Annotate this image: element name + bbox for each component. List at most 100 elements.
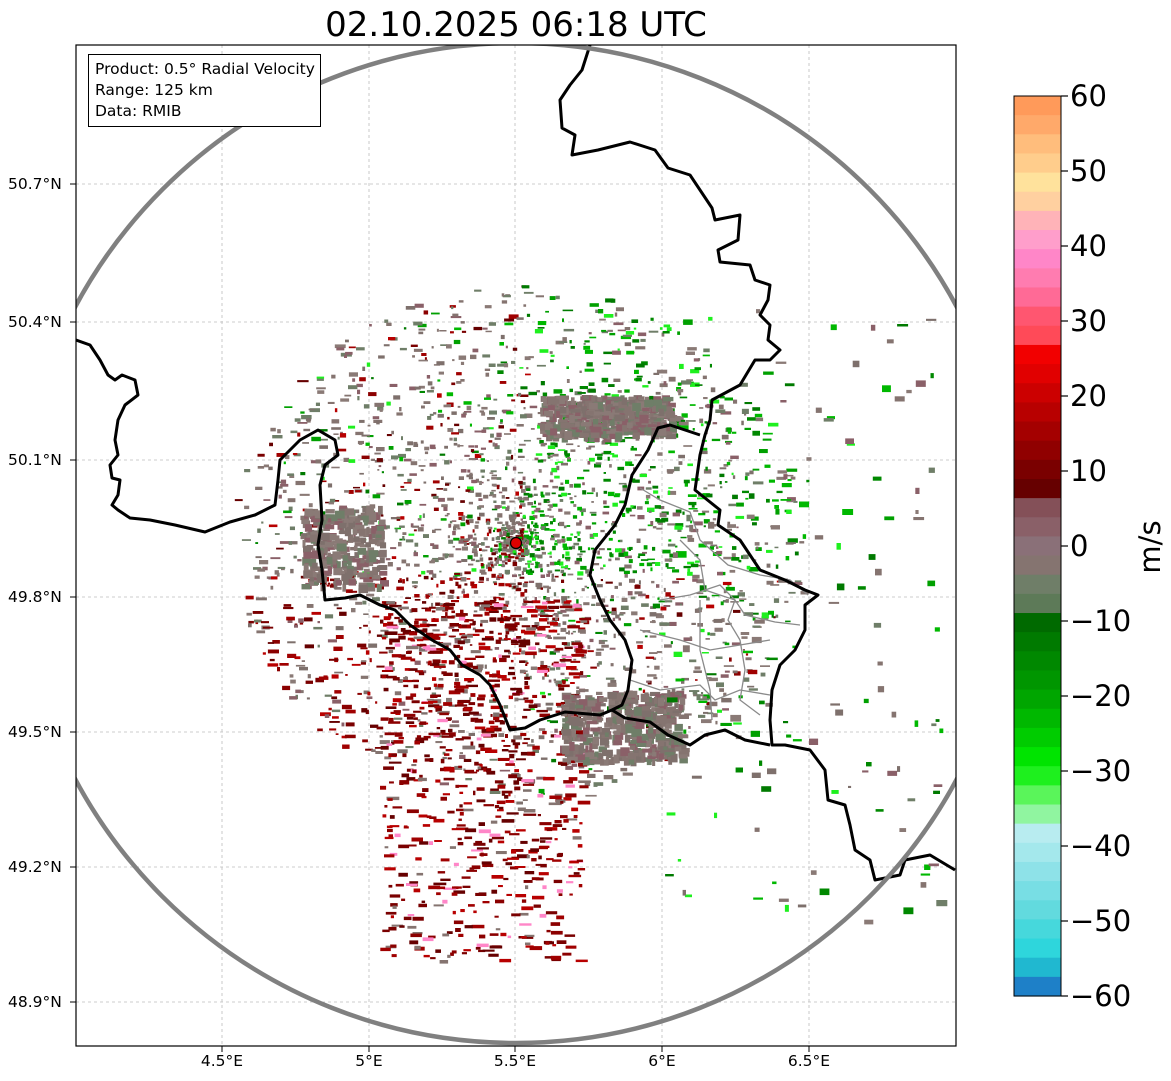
echo-speckle: [475, 521, 480, 524]
echo-speckle: [364, 582, 373, 588]
echo-speckle: [297, 422, 308, 424]
echo-speckle: [569, 860, 579, 864]
echo-speckle: [781, 483, 792, 488]
echo-speckle: [498, 885, 503, 888]
echo-speckle: [480, 619, 489, 623]
echo-speckle: [439, 453, 446, 456]
echo-speckle: [368, 643, 378, 648]
echo-speckle: [461, 590, 465, 594]
echo-speckle: [263, 499, 271, 501]
echo-speckle: [408, 533, 415, 536]
echo-speckle: [485, 372, 490, 377]
echo-speckle: [435, 741, 443, 744]
echo-speckle: [422, 628, 428, 631]
echo-speckle: [415, 670, 423, 673]
echo-speckle: [712, 713, 718, 718]
echo-speckle: [422, 645, 431, 650]
echo-speckle: [403, 327, 407, 330]
echo-speckle: [424, 451, 429, 455]
echo-speckle: [507, 449, 512, 454]
echo-speckle: [666, 706, 676, 713]
echo-speckle: [632, 339, 640, 343]
echo-speckle: [646, 702, 651, 709]
echo-speckle: [552, 485, 558, 489]
echo-speckle: [297, 380, 309, 383]
echo-speckle: [308, 580, 318, 586]
radar-site-marker[interactable]: [509, 536, 523, 550]
echo-speckle: [471, 541, 477, 546]
echo-speckle: [819, 888, 830, 896]
echo-speckle: [413, 321, 423, 326]
echo-speckle: [933, 784, 943, 787]
echo-speckle: [512, 516, 517, 519]
echo-speckle: [447, 404, 452, 407]
echo-speckle: [303, 570, 313, 578]
colorbar-tick-label: 60: [1070, 79, 1107, 113]
echo-speckle: [549, 529, 556, 532]
echo-speckle: [597, 456, 603, 460]
echo-speckle: [508, 750, 518, 753]
echo-speckle: [376, 447, 385, 452]
echo-speckle: [391, 455, 399, 460]
echo-speckle: [478, 646, 491, 650]
echo-speckle: [616, 749, 622, 758]
echo-speckle: [674, 723, 683, 731]
echo-speckle: [655, 615, 664, 619]
echo-speckle: [653, 372, 660, 375]
echo-speckle: [502, 531, 507, 536]
echo-speckle: [595, 453, 603, 456]
echo-speckle: [474, 524, 479, 529]
echo-speckle: [590, 426, 602, 433]
echo-speckle: [645, 487, 652, 490]
echo-speckle: [458, 617, 466, 621]
echo-speckle: [498, 597, 505, 601]
echo-speckle: [742, 490, 749, 494]
echo-speckle: [612, 717, 617, 724]
echo-speckle: [496, 670, 500, 675]
echo-speckle: [601, 640, 608, 642]
echo-speckle: [538, 613, 544, 616]
echo-speckle: [635, 422, 646, 428]
echo-speckle: [557, 633, 560, 635]
echo-speckle: [589, 457, 595, 462]
echo-speckle: [720, 411, 732, 415]
echo-speckle: [402, 631, 415, 635]
echo-speckle: [581, 416, 585, 420]
echo-speckle: [616, 724, 622, 732]
echo-speckle: [552, 518, 556, 522]
echo-speckle: [629, 399, 636, 405]
echo-speckle: [293, 555, 297, 559]
echo-speckle: [448, 690, 461, 695]
echo-speckle: [521, 629, 526, 634]
echo-speckle: [441, 735, 454, 738]
echo-speckle: [339, 538, 343, 543]
echo-speckle: [763, 371, 774, 375]
echo-speckle: [442, 756, 447, 760]
echo-speckle: [511, 552, 516, 555]
echo-speckle: [577, 506, 582, 511]
echo-speckle: [463, 949, 471, 952]
echo-speckle: [642, 689, 646, 693]
echo-speckle: [696, 694, 701, 701]
echo-speckle: [501, 548, 507, 552]
echo-speckle: [333, 646, 343, 651]
echo-speckle: [806, 457, 812, 461]
echo-speckle: [576, 734, 587, 742]
echo-speckle: [710, 387, 716, 393]
echo-speckle: [492, 494, 497, 498]
echo-speckle: [524, 676, 530, 680]
echo-speckle: [444, 753, 450, 756]
echo-speckle: [246, 612, 252, 616]
echo-speckle: [677, 382, 682, 386]
echo-speckle: [494, 550, 498, 554]
echo-speckle: [572, 836, 582, 840]
echo-speckle: [787, 497, 796, 501]
echo-speckle: [494, 683, 500, 688]
echo-speckle: [518, 644, 527, 648]
echo-speckle: [527, 560, 532, 563]
echo-speckle: [362, 515, 369, 523]
echo-speckle: [457, 444, 460, 448]
echo-speckle: [715, 720, 718, 725]
echo-speckle: [515, 587, 522, 592]
